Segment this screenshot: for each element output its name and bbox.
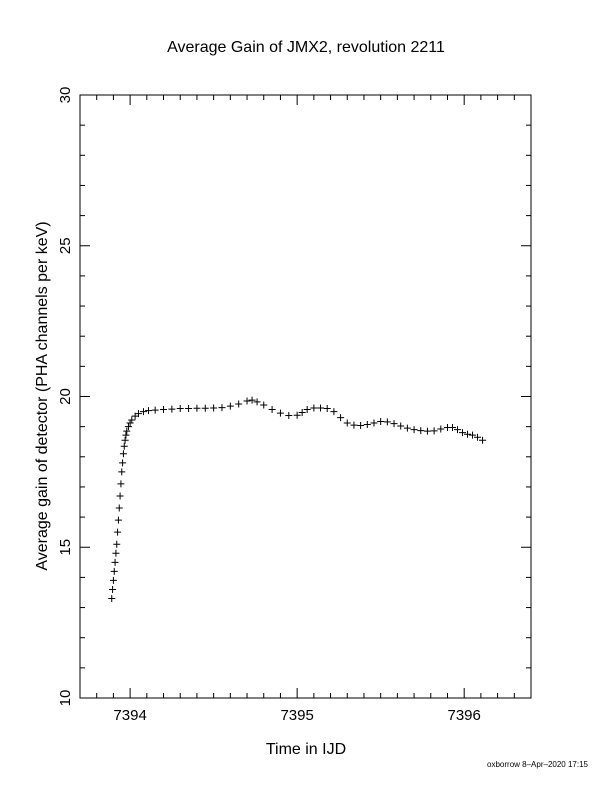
- data-point: [383, 418, 391, 426]
- data-point: [343, 419, 351, 427]
- data-point: [160, 405, 168, 413]
- data-point: [423, 427, 431, 435]
- data-point: [109, 585, 117, 593]
- y-tick-label: 20: [57, 388, 74, 405]
- data-point: [122, 431, 130, 439]
- data-point: [226, 402, 234, 410]
- data-point: [370, 419, 378, 427]
- data-point: [139, 408, 147, 416]
- data-point: [323, 405, 331, 413]
- data-point: [303, 405, 311, 413]
- data-point: [111, 558, 119, 566]
- data-point: [116, 492, 124, 500]
- data-point: [115, 504, 123, 512]
- data-point: [454, 426, 462, 434]
- data-point: [176, 405, 184, 413]
- x-axis-label: Time in IJD: [266, 741, 346, 758]
- data-point: [330, 408, 338, 416]
- data-point: [108, 595, 116, 603]
- data-point: [144, 407, 152, 415]
- data-point: [113, 540, 121, 548]
- data-point: [479, 436, 487, 444]
- y-axis-label: Average gain of detector (PHA channels p…: [34, 221, 51, 570]
- data-point: [151, 406, 159, 414]
- data-point: [285, 411, 293, 419]
- data-point: [121, 436, 129, 444]
- data-point: [120, 442, 128, 450]
- x-tick-label: 7396: [447, 707, 480, 724]
- data-point: [201, 404, 209, 412]
- data-point: [248, 396, 256, 404]
- chart-title: Average Gain of JMX2, revolution 2211: [167, 39, 445, 56]
- data-point: [377, 418, 385, 426]
- data-point: [437, 425, 445, 433]
- data-point: [124, 423, 132, 431]
- data-point: [112, 549, 120, 557]
- tick-labels: 10 15 20 25 30 7394 7395 7396: [57, 87, 481, 724]
- data-point: [253, 398, 261, 406]
- data-point: [235, 400, 243, 408]
- y-tick-label: 30: [57, 87, 74, 104]
- data-point: [474, 433, 482, 441]
- data-point: [459, 429, 467, 437]
- data-point: [119, 459, 127, 467]
- y-tick-label: 15: [57, 539, 74, 556]
- footer-stamp: oxborrow 8–Apr–2020 17:15: [487, 760, 588, 769]
- data-point: [128, 416, 136, 424]
- data-point: [298, 408, 306, 416]
- data-point: [114, 516, 122, 524]
- data-point: [126, 419, 134, 427]
- data-point: [293, 411, 301, 419]
- data-point: [193, 404, 201, 412]
- data-point: [397, 422, 405, 430]
- data-point: [469, 431, 477, 439]
- data-point: [410, 426, 418, 434]
- data-point: [134, 410, 142, 418]
- data-point: [363, 421, 371, 429]
- data-point: [123, 427, 131, 435]
- data-point: [337, 414, 345, 422]
- y-tick-label: 10: [57, 690, 74, 707]
- data-point: [417, 427, 425, 435]
- data-point: [268, 405, 276, 413]
- data-point: [119, 450, 127, 458]
- data-points: [108, 396, 487, 603]
- data-point: [448, 424, 456, 432]
- data-point: [218, 404, 226, 412]
- data-point: [350, 421, 358, 429]
- data-point: [430, 427, 438, 435]
- plot-frame: [79, 94, 532, 699]
- y-tick-label: 25: [57, 237, 74, 254]
- data-point: [117, 480, 125, 488]
- data-point: [185, 405, 193, 413]
- axis-ticks: [79, 94, 532, 699]
- data-point: [118, 468, 126, 476]
- data-point: [390, 420, 398, 428]
- x-tick-label: 7395: [280, 707, 313, 724]
- data-point: [310, 404, 318, 412]
- data-point: [317, 404, 325, 412]
- data-point: [260, 401, 268, 409]
- data-point: [109, 576, 117, 584]
- data-point: [357, 421, 365, 429]
- x-tick-label: 7394: [113, 707, 146, 724]
- data-point: [110, 567, 118, 575]
- data-point: [210, 404, 218, 412]
- data-point: [114, 528, 122, 536]
- data-point: [276, 409, 284, 417]
- data-point: [464, 430, 472, 438]
- data-point: [243, 397, 251, 405]
- data-point: [403, 424, 411, 432]
- data-point: [168, 405, 176, 413]
